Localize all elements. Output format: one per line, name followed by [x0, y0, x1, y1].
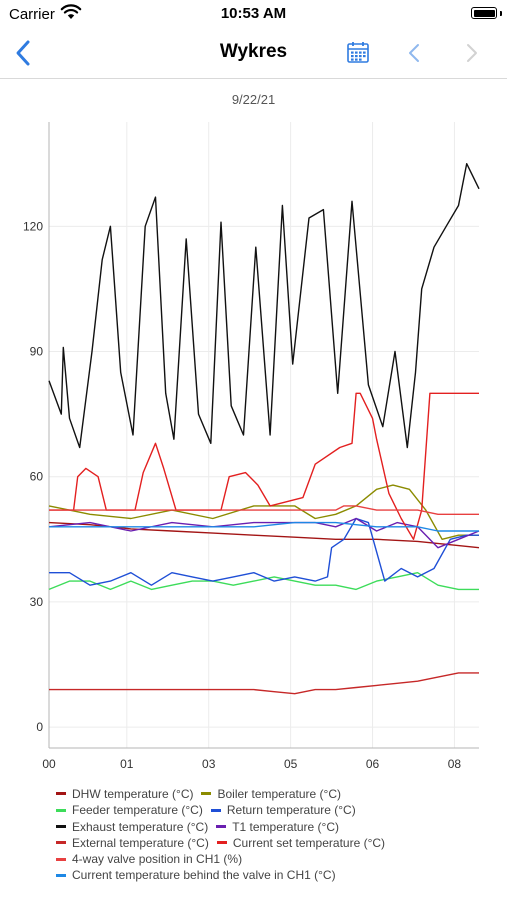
- legend-entry: Return temperature (°C): [210, 803, 356, 818]
- next-day-icon[interactable]: [464, 42, 480, 64]
- legend-label: 4-way valve position in CH1 (%): [72, 852, 243, 867]
- y-tick-label: 60: [30, 470, 44, 484]
- legend-swatch: [56, 824, 66, 828]
- legend-entry: DHW temperature (°C): [56, 787, 193, 801]
- series-line: [48, 517, 480, 549]
- calendar-icon[interactable]: [346, 40, 370, 64]
- legend-entry: T1 temperature (°C): [216, 820, 339, 834]
- legend-swatch: [56, 841, 66, 845]
- series-line: [48, 484, 479, 540]
- legend-row: Current temperature behind the valve in …: [56, 868, 496, 884]
- x-tick-label: 06: [366, 757, 380, 771]
- legend-label: DHW temperature (°C): [72, 787, 194, 801]
- series-line: [49, 517, 479, 586]
- legend-swatch: [210, 808, 221, 812]
- legend-label: Return temperature (°C): [226, 803, 356, 818]
- legend-swatch: [56, 873, 66, 877]
- legend-entry: Boiler temperature (°C): [201, 787, 341, 801]
- legend-label: Boiler temperature (°C): [217, 787, 341, 801]
- chart-legend: DHW temperature (°C) Boiler temperature (…: [56, 787, 496, 885]
- legend-row: Feeder temperature (°C) Return temperatur…: [56, 803, 496, 819]
- legend-swatch: [216, 841, 227, 845]
- y-tick-label: 30: [30, 595, 44, 609]
- legend-row: External temperature (°C) Current set tem…: [56, 836, 496, 852]
- chart-date-label: 9/22/21: [231, 92, 276, 107]
- legend-entry: External temperature (°C): [56, 836, 209, 850]
- legend-entry: Feeder temperature (°C): [56, 803, 203, 817]
- battery-tip: [500, 11, 502, 16]
- y-tick-label: 90: [30, 345, 44, 359]
- status-bar: Carrier 10:53 AM: [0, 0, 507, 28]
- legend-label: Current temperature behind the valve in …: [72, 868, 336, 883]
- legend-label: Current set temperature (°C): [232, 835, 386, 850]
- legend-swatch: [56, 808, 66, 812]
- clock: 10:53 AM: [220, 5, 287, 22]
- legend-row: 4-way valve position in CH1 (%): [56, 852, 496, 868]
- legend-label: External temperature (°C): [72, 835, 209, 850]
- series-line: [48, 163, 480, 449]
- series-line: [48, 521, 480, 549]
- legend-entry: Current set temperature (°C): [216, 835, 386, 850]
- series-line: [48, 572, 479, 591]
- x-tick-label: 00: [42, 757, 56, 771]
- temperature-chart: 0 30 60 90 120 00 01 03 05 06 08: [23, 122, 480, 771]
- y-tick-label: 0: [36, 720, 43, 734]
- legend-label: Feeder temperature (°C): [72, 803, 203, 818]
- x-tick-label: 08: [448, 757, 462, 771]
- x-tick-label: 01: [120, 757, 134, 771]
- legend-label: Exhaust temperature (°C): [72, 819, 209, 834]
- legend-swatch: [56, 857, 66, 861]
- wifi-icon: [60, 4, 82, 19]
- x-tick-label: 05: [284, 757, 298, 771]
- series-line: [49, 672, 479, 695]
- legend-swatch: [56, 792, 66, 796]
- legend-swatch: [201, 792, 212, 796]
- battery-icon: [471, 7, 497, 19]
- legend-entry: 4-way valve position in CH1 (%): [56, 852, 242, 866]
- legend-label: T1 temperature (°C): [232, 819, 340, 834]
- legend-row: Exhaust temperature (°C) T1 temperature (…: [56, 820, 496, 836]
- series-line: [49, 505, 479, 515]
- series-line: [49, 521, 479, 532]
- x-tick-label: 03: [202, 757, 216, 771]
- legend-entry: Exhaust temperature (°C): [56, 820, 208, 834]
- nav-bar: Wykres: [0, 28, 507, 79]
- legend-swatch: [216, 824, 227, 828]
- previous-day-icon[interactable]: [406, 42, 422, 64]
- page-title: Wykres: [219, 41, 288, 62]
- carrier-label: Carrier: [9, 6, 55, 23]
- back-chevron-icon[interactable]: [12, 38, 36, 68]
- y-tick-label: 120: [23, 219, 43, 233]
- legend-entry: Current temperature behind the valve in …: [56, 868, 336, 882]
- legend-row: DHW temperature (°C) Boiler temperature (…: [56, 787, 496, 803]
